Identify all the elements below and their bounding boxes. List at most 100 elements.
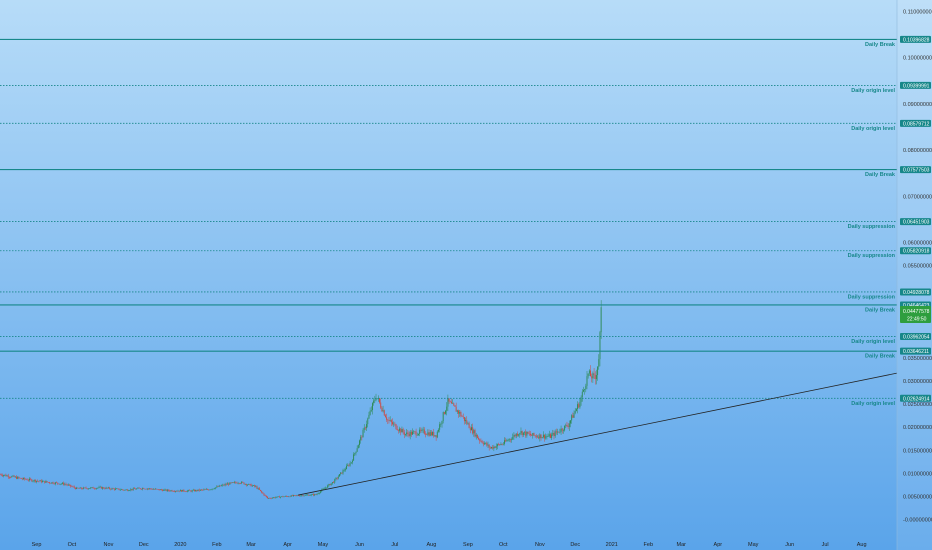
level-price-box	[900, 35, 931, 43]
candle-body	[574, 411, 576, 414]
candle-body	[316, 493, 318, 495]
candle-body	[413, 431, 415, 433]
candle-body	[12, 475, 14, 477]
candle-body	[122, 489, 124, 491]
candle-body	[210, 489, 212, 491]
candle-body	[282, 496, 284, 497]
candle-body	[87, 488, 89, 490]
y-tick-label: 0.07000000	[903, 194, 932, 200]
candle-body	[555, 431, 557, 433]
candle-body	[343, 470, 345, 471]
candle-body	[349, 462, 351, 466]
candle-body	[84, 487, 86, 489]
x-tick-label: Dec	[139, 542, 149, 548]
candle-body	[13, 475, 15, 478]
x-tick-label: Dec	[570, 542, 580, 548]
candle-body	[448, 398, 450, 402]
x-tick-label: Jun	[355, 542, 364, 548]
price-axis[interactable]	[897, 0, 932, 550]
candle-body	[211, 488, 213, 490]
candle-body	[234, 482, 236, 483]
candle-body	[69, 484, 71, 486]
level-price-value: 0.06451903	[903, 220, 930, 226]
candle-body	[342, 470, 344, 474]
candle-body	[591, 376, 593, 379]
candle-body	[140, 488, 142, 490]
candle-body	[267, 496, 269, 499]
trendline[interactable]	[298, 372, 898, 496]
candle-body	[542, 434, 544, 438]
candle-body	[43, 480, 45, 482]
candle-body	[0, 474, 2, 476]
candle-body	[294, 495, 296, 496]
x-tick-label: Jul	[391, 542, 398, 548]
candle-body	[588, 370, 590, 374]
candle-body	[131, 489, 133, 490]
candle-body	[105, 487, 107, 489]
candle-body	[179, 490, 181, 492]
candle-body	[256, 486, 258, 489]
candle-body	[202, 489, 204, 491]
level-price-box	[900, 166, 931, 174]
candle-body	[452, 403, 454, 404]
candle-body	[340, 472, 342, 475]
candle-body	[155, 488, 157, 490]
candle-body	[420, 429, 422, 431]
candle-body	[471, 427, 472, 431]
level-name: Daily origin level	[851, 401, 895, 407]
candle-body	[46, 481, 48, 483]
candle-body	[303, 495, 305, 497]
candle-body	[322, 488, 324, 490]
candle-body	[268, 498, 270, 499]
candle-body	[228, 483, 230, 485]
candle-body	[509, 439, 511, 440]
candle-body	[23, 477, 25, 480]
candle-body	[25, 479, 27, 480]
candle-body	[120, 489, 122, 491]
candle-body	[97, 487, 99, 489]
candle-body	[495, 446, 497, 448]
x-tick-label: May	[318, 542, 329, 548]
candle-body	[164, 489, 166, 491]
y-tick-label: 0.02000000	[903, 425, 932, 431]
candle-body	[73, 486, 75, 488]
candle-body	[18, 476, 20, 478]
level-price-box	[900, 218, 931, 226]
x-tick-label: Mar	[246, 542, 256, 548]
candle-body	[330, 483, 332, 486]
candle-body	[483, 443, 485, 445]
candle-body	[593, 373, 595, 375]
candle-body	[415, 431, 417, 436]
candle-body	[419, 429, 421, 434]
candle-body	[440, 423, 442, 425]
level-price-value: 0.03962054	[903, 335, 930, 341]
candle-body	[553, 432, 555, 437]
candle-body	[129, 490, 131, 491]
candle-body	[513, 434, 515, 437]
candle-body	[564, 425, 566, 431]
candle-body	[1, 475, 3, 476]
candle-body	[133, 488, 135, 489]
candle-body	[36, 480, 38, 482]
candle-body	[289, 496, 291, 498]
candle-body	[493, 446, 495, 449]
candle-body	[468, 423, 470, 429]
candle-body	[191, 490, 193, 492]
candle-body	[67, 484, 69, 486]
candle-body	[77, 487, 79, 489]
y-tick-label: 0.10000000	[903, 56, 932, 62]
candle-body	[247, 484, 249, 486]
candle-body	[549, 434, 551, 438]
candle-body	[383, 410, 385, 416]
candle-body	[38, 480, 40, 482]
candle-body	[152, 489, 154, 490]
candle-body	[341, 472, 343, 474]
candle-body	[301, 495, 303, 496]
candle-body	[196, 490, 198, 491]
candle-body	[489, 447, 491, 449]
level-name: Daily Break	[865, 307, 896, 313]
candle-body	[425, 433, 426, 435]
candle-body	[501, 444, 503, 445]
candle-body	[47, 482, 49, 483]
